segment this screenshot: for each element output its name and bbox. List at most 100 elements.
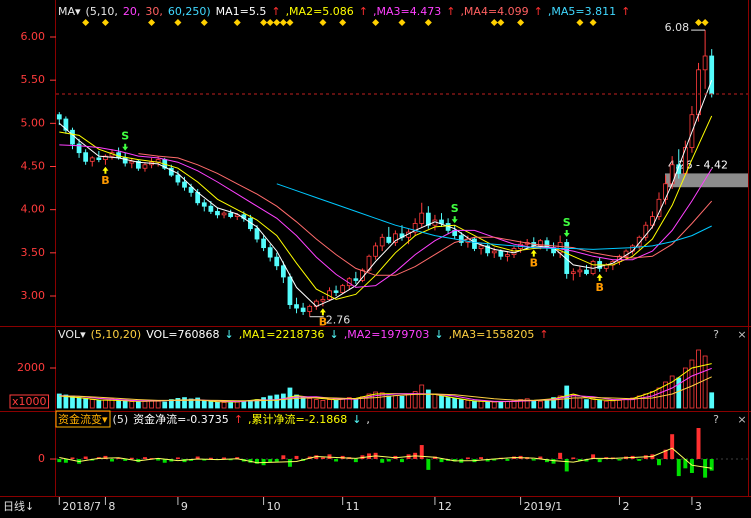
flow-bar: [617, 459, 622, 461]
event-marker: [701, 19, 709, 26]
flow-bar: [399, 459, 404, 463]
volume-bar: [327, 399, 332, 409]
volume-bar: [439, 395, 444, 409]
volume-bar: [603, 400, 609, 409]
volume-bar: [373, 391, 378, 409]
header-item: ↑: [359, 5, 368, 18]
event-marker: [273, 19, 281, 26]
flow-bar: [663, 449, 668, 460]
volume-bar: [452, 397, 458, 409]
volume-bar: [590, 398, 596, 409]
candle-body: [287, 276, 293, 306]
candle-body: [135, 160, 141, 169]
signal-label: B: [319, 315, 327, 328]
event-marker: [319, 19, 327, 26]
candle-body: [353, 278, 359, 281]
volume-bar: [531, 399, 537, 409]
volume-bar: [135, 401, 141, 409]
unit-box: [9, 394, 50, 409]
volume-bar: [208, 400, 214, 409]
candle-body: [280, 265, 286, 278]
candle-body: [63, 118, 69, 131]
header-item: 资金流变▾: [58, 412, 108, 426]
flow-bar: [485, 459, 490, 462]
ma-line: [138, 153, 713, 276]
volume-bar: [307, 397, 313, 409]
candle-body: [412, 223, 418, 233]
volume-bar: [393, 395, 398, 409]
flow-bar: [419, 445, 424, 460]
candle-body: [215, 210, 220, 216]
volume-bar: [570, 394, 576, 409]
volume-bar: [70, 395, 75, 409]
flow-bar: [175, 457, 180, 460]
volume-bar: [617, 399, 622, 409]
volume-bar: [419, 384, 425, 409]
candle-body: [122, 157, 128, 164]
header-item: (5): [113, 413, 129, 426]
flow-bar: [683, 459, 688, 469]
header-item: ↑: [539, 328, 548, 341]
volume-bar: [610, 400, 616, 409]
x-tick-label: 2: [622, 500, 629, 513]
flow-bar: [452, 459, 457, 462]
candle-body: [175, 174, 181, 183]
volume-bar: [149, 400, 154, 409]
volume-bar: [445, 397, 451, 409]
y-tick-label: 3.00: [21, 289, 46, 302]
volume-bar: [491, 401, 497, 409]
flow-bar: [505, 459, 510, 461]
x-tick-label: 3: [695, 500, 702, 513]
candle-body: [300, 307, 306, 312]
signal-label: B: [595, 281, 603, 294]
header-item: ↓: [329, 328, 338, 341]
event-marker: [490, 19, 498, 26]
y-tick-label: 2000: [17, 361, 45, 374]
header-item: ↓: [434, 328, 443, 341]
panel-button: ×: [737, 328, 746, 341]
candle-body: [702, 55, 708, 71]
event-marker: [339, 19, 347, 26]
unit-label: x1000: [12, 395, 47, 408]
header-item: ,MA2=5.086: [286, 5, 354, 18]
candle-body: [682, 147, 688, 174]
volume-bar: [689, 359, 695, 409]
ma-line: [59, 144, 713, 288]
y-tick-label: 4.00: [21, 203, 46, 216]
volume-bar: [537, 400, 543, 409]
volume-bar: [280, 393, 286, 409]
volume-bar: [103, 399, 108, 409]
x-tick-label: 8: [108, 500, 115, 513]
candle-body: [537, 240, 543, 247]
signal-label: S: [563, 216, 571, 229]
x-tick-label: 9: [181, 500, 188, 513]
volume-bar: [524, 398, 530, 409]
flow-bar: [380, 459, 385, 463]
event-marker: [101, 19, 109, 26]
volume-bar: [333, 399, 339, 409]
volume-bar: [485, 401, 491, 409]
volume-bar: [96, 399, 102, 409]
volume-bar: [676, 377, 682, 409]
volume-bar: [215, 401, 220, 409]
candle-body: [142, 164, 148, 169]
annotation-label: 2.76: [326, 314, 351, 327]
flow-bar: [584, 459, 589, 462]
candle-body: [373, 245, 378, 257]
volume-bar: [505, 401, 510, 409]
flow-bar: [544, 459, 549, 463]
event-marker: [148, 19, 156, 26]
flow-bar: [577, 459, 582, 461]
header-item: ↑: [271, 5, 280, 18]
volume-bar: [261, 397, 266, 409]
candle-body: [393, 233, 398, 243]
signal-arrow: [563, 230, 570, 238]
panel-header: VOL▾ (5,10,20) VOL=760868 ↓ ,MA1=2218736 ↓ ,MA…: [58, 328, 549, 341]
volume-bar: [320, 399, 326, 409]
header-item: ,累计净流=-2.1868: [248, 412, 347, 426]
candle-body: [676, 164, 682, 174]
flow-bar: [538, 456, 543, 460]
flow-bar: [657, 459, 661, 466]
volume-bar: [623, 399, 629, 409]
